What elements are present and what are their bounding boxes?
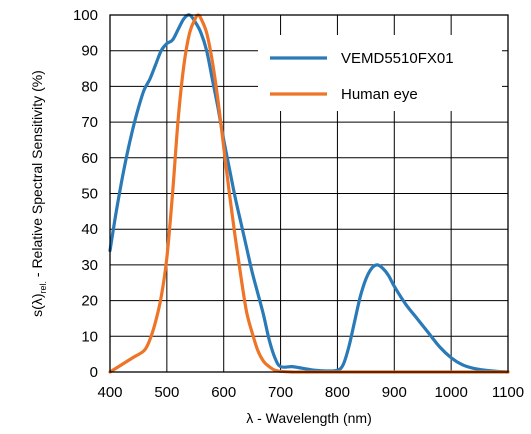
y-axis-title-subscript: rel.	[38, 281, 48, 294]
y-tick-label: 20	[81, 293, 98, 310]
x-tick-label: 1100	[492, 384, 524, 401]
legend-label-2: Human eye	[341, 86, 418, 103]
y-tick-label: 100	[73, 7, 98, 24]
y-tick-label: 0	[90, 364, 98, 381]
y-tick-label: 70	[81, 114, 98, 131]
x-tick-label: 900	[382, 384, 407, 401]
y-tick-label: 60	[81, 150, 98, 167]
y-tick-label: 80	[81, 78, 98, 95]
y-axis-title-symbol: s(λ)	[29, 294, 45, 317]
y-tick-label: 50	[81, 186, 98, 203]
y-tick-label: 90	[81, 43, 98, 60]
legend-background	[258, 35, 502, 111]
x-tick-label: 700	[268, 384, 293, 401]
y-tick-label: 30	[81, 257, 98, 274]
x-tick-label: 1000	[434, 384, 467, 401]
x-tick-labels: 400 500 600 700 800 900 1000 1100	[97, 384, 524, 401]
series-line-1	[108, 13, 510, 374]
legend: VEMD5510FX01 Human eye	[258, 35, 502, 111]
y-axis-title: s(λ)rel. - Relative Spectral Sensitivity…	[29, 70, 48, 317]
y-tick-label: 40	[81, 221, 98, 238]
legend-label-1: VEMD5510FX01	[341, 50, 454, 67]
x-tick-label: 600	[211, 384, 236, 401]
plot-frame	[109, 14, 509, 373]
y-tick-label: 10	[81, 328, 98, 345]
y-tick-labels: 0 10 20 30 40 50 60 70 80 90 100	[73, 7, 98, 381]
x-axis-title: λ - Wavelength (nm)	[246, 410, 372, 426]
x-tick-label: 800	[325, 384, 350, 401]
x-tick-label: 400	[97, 384, 122, 401]
y-axis-title-text: - Relative Spectral Sensitivity (%)	[29, 70, 45, 281]
x-tick-label: 500	[154, 384, 179, 401]
